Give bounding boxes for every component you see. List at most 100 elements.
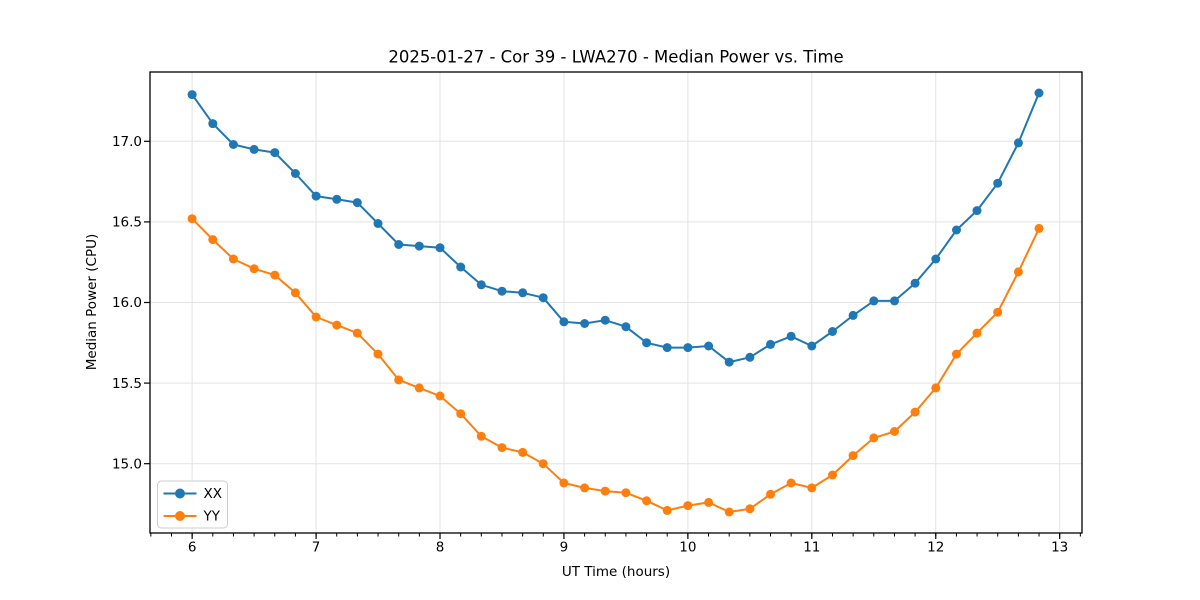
y-axis-label: Median Power (CPU): [84, 233, 100, 371]
series-XX-marker: [518, 288, 528, 298]
series-XX-marker: [1013, 138, 1023, 148]
series-XX-marker: [683, 343, 693, 353]
series-YY-marker: [724, 507, 734, 517]
series-XX-marker: [1034, 88, 1044, 98]
series-XX-marker: [931, 254, 941, 264]
series-YY-marker: [662, 505, 672, 515]
series-XX-marker: [766, 339, 775, 349]
series-YY-marker: [910, 407, 920, 417]
series-XX-marker: [600, 315, 610, 325]
series-XX-marker: [828, 327, 837, 336]
series-YY-marker: [249, 264, 259, 274]
series-XX-marker: [910, 278, 920, 288]
series-YY-marker: [187, 214, 197, 224]
series-YY-marker: [766, 489, 775, 499]
series-XX-marker: [869, 296, 879, 306]
x-axis-label: UT Time (hours): [561, 564, 671, 580]
series-YY-marker: [786, 478, 796, 488]
series-YY-marker: [518, 447, 528, 457]
y-axis-tick-label: 15.0: [112, 456, 142, 472]
series-XX-marker: [456, 262, 466, 272]
series-YY-marker: [993, 307, 1003, 317]
series-XX-marker: [352, 198, 362, 208]
series-YY-marker: [621, 488, 631, 498]
series-XX-marker: [993, 178, 1003, 188]
series-XX-line: [191, 92, 1040, 364]
series-XX-marker: [704, 341, 714, 351]
series-YY-marker: [972, 328, 982, 338]
series-XX-marker: [435, 243, 445, 253]
x-axis-tick-label: 6: [188, 540, 197, 556]
series-XX-marker: [848, 310, 858, 320]
series-XX-marker: [786, 331, 796, 341]
series-YY-marker: [228, 254, 238, 264]
series-YY-marker: [704, 497, 714, 507]
series-YY-marker: [414, 383, 424, 393]
series-YY-marker: [931, 383, 941, 393]
series-XX-marker: [745, 352, 755, 362]
series-YY-marker: [1013, 267, 1023, 277]
series-XX-marker: [662, 343, 672, 353]
series-YY-marker: [1034, 223, 1044, 233]
series-YY-marker: [497, 443, 507, 453]
series-XX-marker: [249, 144, 259, 154]
series-XX-marker: [187, 90, 197, 100]
legend-sample-marker-YY: [175, 511, 185, 521]
series-YY-marker: [332, 320, 342, 330]
series-YY-marker: [683, 501, 693, 511]
x-axis-tick-label: 10: [679, 540, 696, 556]
series-XX-marker: [476, 280, 486, 290]
series-XX-marker: [373, 219, 383, 228]
series-XX-marker: [228, 140, 238, 149]
series-YY-marker: [208, 235, 218, 245]
series-YY-marker: [476, 431, 486, 441]
series-XX-marker: [972, 206, 982, 216]
series-XX-marker: [807, 341, 817, 351]
series-YY-marker: [600, 486, 610, 496]
series-XX-marker: [497, 286, 507, 296]
x-axis-tick-label: 8: [436, 540, 445, 556]
series-YY-marker: [952, 349, 961, 359]
y-axis-tick-label: 15.5: [112, 376, 142, 392]
series-XX-marker: [890, 296, 899, 306]
series-YY-marker: [538, 459, 548, 469]
series-YY-marker: [828, 470, 837, 480]
series-XX-marker: [621, 322, 631, 332]
series-YY-marker: [270, 270, 280, 280]
series-YY-marker: [807, 483, 817, 493]
series-YY-marker: [352, 328, 362, 338]
series-XX-marker: [290, 169, 300, 178]
series-YY-marker: [456, 409, 466, 419]
x-axis-tick-label: 9: [560, 540, 569, 556]
series-YY-marker: [890, 427, 899, 436]
series-XX-marker: [414, 241, 424, 251]
y-axis-tick-label: 16.0: [112, 295, 142, 311]
series-XX-marker: [332, 194, 342, 204]
series-XX-marker: [538, 293, 548, 303]
series-XX-marker: [952, 225, 961, 235]
series-YY-line: [191, 217, 1040, 513]
chart-title: 2025-01-27 - Cor 39 - LWA270 - Median Po…: [388, 47, 844, 67]
x-axis-tick-label: 12: [927, 540, 944, 556]
series-YY-marker: [435, 391, 445, 401]
legend-sample-marker-XX: [175, 488, 185, 499]
y-axis-tick-label: 16.5: [112, 215, 142, 231]
series-XX-marker: [559, 317, 569, 327]
series-YY-marker: [394, 375, 404, 385]
legend-label-YY: YY: [203, 509, 221, 525]
series-YY-marker: [580, 483, 590, 493]
series-XX-marker: [208, 119, 218, 129]
series-YY-marker: [642, 496, 652, 506]
x-axis-tick-label: 7: [312, 540, 321, 556]
series-XX-marker: [394, 240, 404, 249]
x-axis-tick-label: 13: [1051, 540, 1068, 556]
x-axis-tick-label: 11: [803, 540, 820, 556]
series-XX-marker: [580, 319, 590, 328]
series-YY-marker: [869, 433, 879, 443]
series-YY-marker: [745, 504, 755, 514]
series-YY-marker: [848, 451, 858, 461]
series-XX-marker: [311, 191, 321, 201]
y-axis-tick-label: 17.0: [112, 134, 142, 150]
